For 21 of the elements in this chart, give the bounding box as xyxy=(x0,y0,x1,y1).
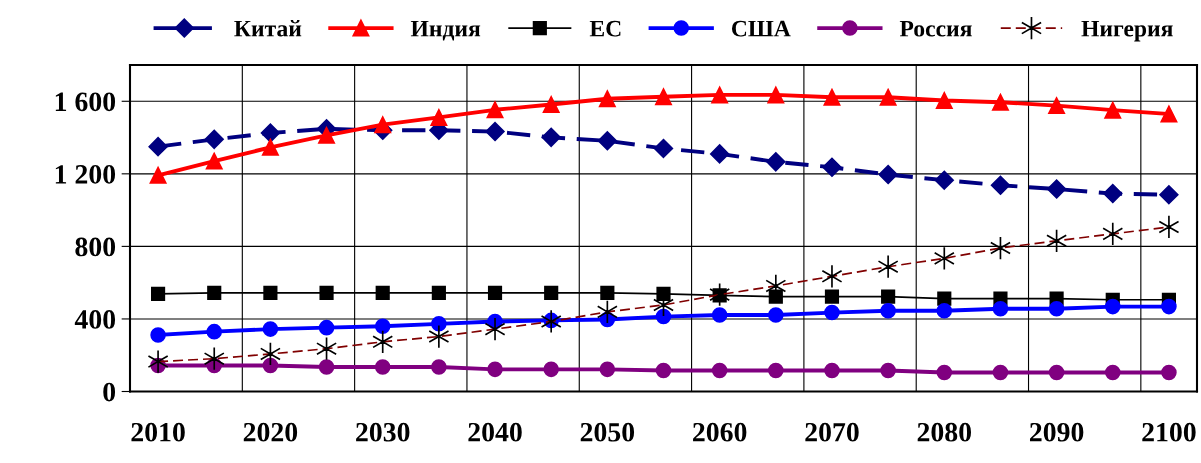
y-tick-label: 400 xyxy=(74,310,116,329)
y-tick-label: 800 xyxy=(75,237,116,257)
x-tick-label: 2050 xyxy=(580,422,635,442)
y-tick-label: 1 200 xyxy=(55,165,116,184)
legend-label: Индия xyxy=(410,20,481,41)
x-tick-label: 2080 xyxy=(917,422,972,442)
x-tick-label: 2090 xyxy=(1030,422,1084,442)
x-tick-label: 2020 xyxy=(243,422,298,442)
x-tick-label: 2070 xyxy=(805,422,859,442)
x-tick-label: 2030 xyxy=(356,422,410,442)
legend-label: США xyxy=(731,20,791,37)
x-tick-label: 2040 xyxy=(468,422,522,442)
y-tick-label: 1 600 xyxy=(55,92,116,112)
legend-label: Россия xyxy=(899,20,972,37)
x-tick-label: 2060 xyxy=(693,422,747,442)
legend-label: Китай xyxy=(234,20,302,37)
x-tick-label: 2010 xyxy=(131,422,185,442)
x-tick-label: 2100 xyxy=(1142,422,1196,442)
y-tick-label: 0 xyxy=(103,382,116,402)
legend-label: ЕС xyxy=(589,20,621,37)
legend-label: Нигерия xyxy=(1081,20,1173,42)
